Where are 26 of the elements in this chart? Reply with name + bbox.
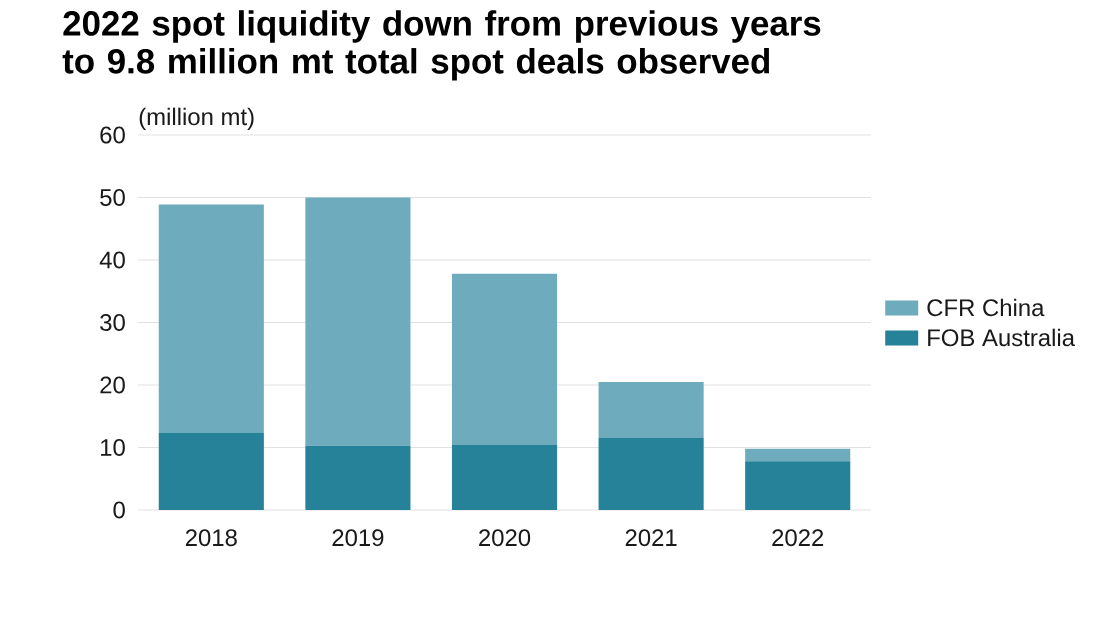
bar [745, 448, 851, 462]
y-tick-label: 20 [100, 376, 125, 394]
bar [598, 381, 704, 438]
y-tick-label: 50 [100, 189, 125, 206]
chart-title: 2022 spot liquidity down from previous years to 9.8 million mt total spot deals observed [62, 10, 821, 81]
y-tick-label: 0 [113, 501, 125, 519]
bar [451, 444, 558, 510]
legend-label: FOB Australia [928, 328, 1075, 347]
x-tick-label: 2018 [185, 529, 237, 547]
bar [451, 273, 558, 445]
bar [745, 461, 851, 510]
legend-label: CFR China [927, 298, 1045, 317]
x-tick-label: 2022 [772, 529, 824, 547]
bar [158, 432, 264, 510]
bar [305, 197, 411, 446]
bar [305, 445, 411, 510]
x-tick-label: 2019 [332, 529, 384, 547]
bar [598, 437, 704, 510]
y-tick-label: 30 [100, 314, 125, 331]
y-tick-label: 40 [99, 251, 125, 269]
y-axis-title: (million mt) [139, 107, 254, 130]
x-tick-label: 2020 [479, 529, 531, 547]
y-tick-label: 10 [101, 439, 125, 456]
y-tick-label: 60 [100, 126, 125, 144]
bar [158, 204, 264, 433]
x-tick-label: 2021 [625, 529, 677, 547]
